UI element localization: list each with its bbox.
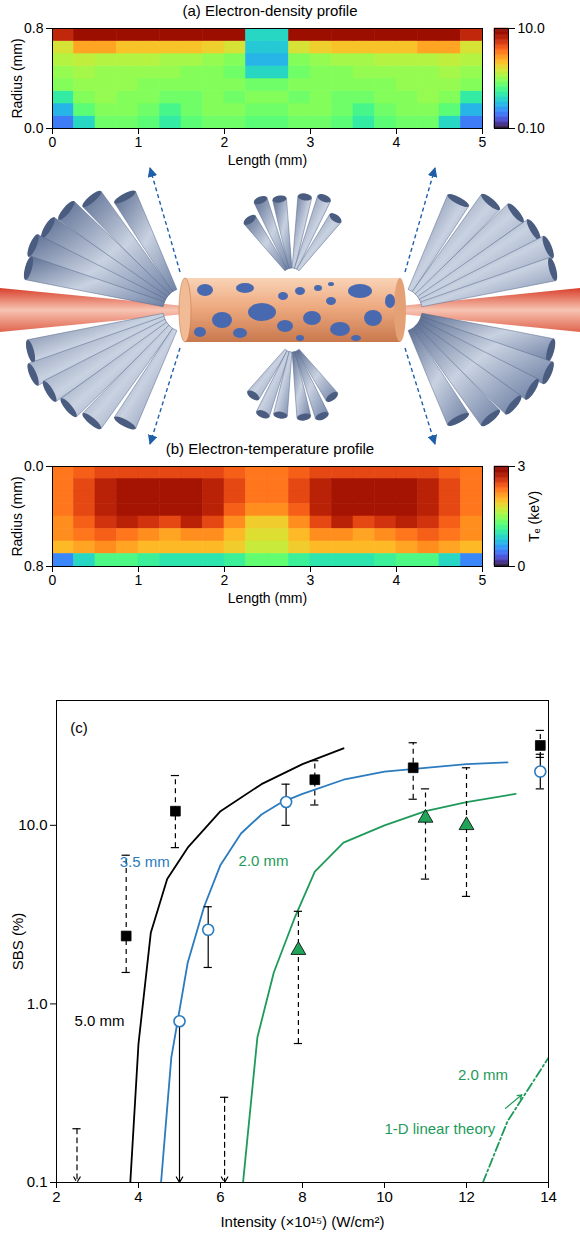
svg-text:1: 1 (135, 572, 143, 588)
svg-text:4: 4 (393, 572, 401, 588)
html-text:(b) Electron-temperature profi: (b) Electron-temperature profile (165, 440, 375, 457)
svg-text:0.8: 0.8 (24, 558, 44, 574)
svg-text:2.0 mm: 2.0 mm (239, 852, 289, 869)
svg-text:2: 2 (52, 1188, 60, 1205)
svg-text:SBS (%): SBS (%) (9, 913, 26, 971)
svg-text:2: 2 (221, 134, 229, 150)
svg-text:2.0 mm: 2.0 mm (458, 1066, 508, 1083)
svg-text:1.0: 1.0 (27, 995, 48, 1012)
svg-text:10.0: 10.0 (518, 20, 545, 36)
svg-text:0: 0 (49, 572, 57, 588)
svg-text:Tₑ (keV): Tₑ (keV) (526, 491, 542, 542)
svg-text:0.1: 0.1 (27, 1173, 48, 1190)
svg-text:3: 3 (307, 134, 315, 150)
svg-text:Intensity (×10¹⁵) (W/cm²): Intensity (×10¹⁵) (W/cm²) (220, 1213, 384, 1230)
svg-text:1: 1 (135, 134, 143, 150)
svg-text:2: 2 (221, 572, 229, 588)
svg-text:0.0: 0.0 (24, 120, 44, 136)
svg-text:(c): (c) (70, 719, 88, 736)
svg-text:Radius (mm): Radius (mm) (9, 476, 25, 556)
svg-text:5: 5 (479, 134, 487, 150)
svg-text:14: 14 (540, 1188, 557, 1205)
svg-text:Radius (mm): Radius (mm) (9, 38, 25, 118)
svg-text:Length (mm): Length (mm) (228, 590, 307, 606)
svg-text:10.0: 10.0 (18, 816, 47, 833)
svg-text:1-D linear theory: 1-D linear theory (384, 1120, 495, 1137)
svg-text:12: 12 (458, 1188, 475, 1205)
html-text:(a) Electron-density profile: (a) Electron-density profile (182, 2, 358, 19)
svg-text:3: 3 (518, 458, 526, 474)
svg-text:0.8: 0.8 (24, 20, 44, 36)
svg-text:5.0 mm: 5.0 mm (75, 1012, 125, 1029)
svg-text:0: 0 (49, 134, 57, 150)
svg-text:0.0: 0.0 (24, 458, 44, 474)
svg-text:5: 5 (479, 572, 487, 588)
svg-text:3.5 mm: 3.5 mm (120, 853, 170, 870)
svg-text:0: 0 (518, 558, 526, 574)
svg-text:Length (mm): Length (mm) (228, 152, 307, 168)
svg-text:0.10: 0.10 (518, 120, 545, 136)
svg-text:10: 10 (376, 1188, 393, 1205)
svg-text:4: 4 (134, 1188, 142, 1205)
svg-text:8: 8 (298, 1188, 306, 1205)
svg-text:4: 4 (393, 134, 401, 150)
svg-text:3: 3 (307, 572, 315, 588)
svg-text:6: 6 (216, 1188, 224, 1205)
